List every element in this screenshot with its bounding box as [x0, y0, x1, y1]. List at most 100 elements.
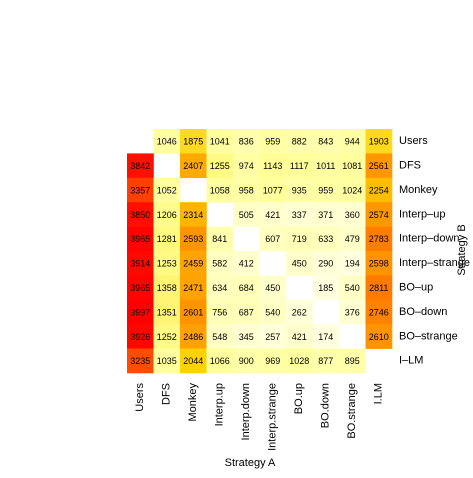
- cell-label: 174: [318, 332, 333, 342]
- cell: [180, 324, 207, 349]
- cell-label: 2044: [183, 356, 203, 366]
- cell: [180, 251, 207, 276]
- cell: [180, 348, 207, 374]
- cell-label: 687: [239, 307, 254, 317]
- cell-label: 1281: [157, 234, 177, 244]
- y-tick-label: BO–down: [399, 306, 447, 318]
- cell-label: 3842: [130, 161, 150, 171]
- cell-label: 836: [239, 137, 254, 147]
- cell-label: 1255: [210, 161, 230, 171]
- cell: [153, 275, 181, 301]
- cell: [233, 299, 260, 325]
- cell-label: 877: [318, 356, 333, 366]
- cell-label: 3914: [130, 259, 150, 269]
- cell-label: 2574: [369, 210, 389, 220]
- cell: [339, 153, 366, 179]
- cell: [365, 129, 393, 154]
- cell: [153, 299, 181, 325]
- x-tick-label: Interp.up: [214, 383, 226, 426]
- cell: [286, 153, 313, 179]
- cell: [339, 129, 366, 154]
- cell-label: 548: [212, 332, 227, 342]
- cell-label: 607: [265, 234, 280, 244]
- cell: [312, 251, 340, 276]
- x-tick-label: BO.up: [293, 383, 305, 414]
- cell-label: 634: [212, 283, 227, 293]
- cell-label: 540: [265, 307, 280, 317]
- cell: [286, 299, 313, 325]
- cell: [127, 348, 154, 374]
- cell-label: 2746: [369, 307, 389, 317]
- cell: [339, 226, 366, 252]
- cell: [312, 275, 340, 301]
- cell: [312, 177, 340, 203]
- cell: [259, 275, 287, 301]
- cell: [339, 251, 366, 276]
- cell: [153, 251, 181, 276]
- cell-label: 843: [318, 137, 333, 147]
- cell-label: 1011: [316, 161, 335, 171]
- cell-label: 935: [292, 185, 307, 195]
- cell: [206, 275, 234, 301]
- cell: [127, 226, 154, 252]
- cell: [180, 153, 207, 179]
- cell-label: 3997: [130, 307, 150, 317]
- cell-label: 1358: [157, 283, 177, 293]
- cell: [312, 153, 340, 179]
- cell-label: 290: [318, 259, 333, 269]
- cell: [206, 129, 234, 154]
- y-tick-label: I–LM: [399, 355, 423, 367]
- cell: [127, 324, 154, 349]
- cell-label: 185: [318, 283, 333, 293]
- cell: [153, 324, 181, 349]
- cell-label: 450: [292, 259, 307, 269]
- cell-label: 421: [292, 332, 307, 342]
- cell: [312, 348, 340, 374]
- cell-label: 371: [318, 210, 333, 220]
- cell-label: 895: [345, 356, 360, 366]
- cell-label: 1077: [263, 185, 283, 195]
- cell: [259, 226, 287, 252]
- cell: [153, 348, 181, 374]
- y-tick-label: Monkey: [399, 184, 438, 196]
- cell-label: 2561: [369, 161, 389, 171]
- cell-label: 376: [345, 307, 360, 317]
- cell: [127, 202, 154, 227]
- cell-label: 882: [292, 137, 307, 147]
- cell-label: 194: [345, 259, 360, 269]
- cell-label: 1875: [183, 137, 203, 147]
- cell: [153, 129, 181, 154]
- cell: [153, 226, 181, 252]
- cell-label: 633: [318, 234, 333, 244]
- cell: [153, 177, 181, 203]
- cell-label: 684: [239, 283, 254, 293]
- cell-label: 345: [239, 332, 254, 342]
- cell-label: 944: [345, 137, 360, 147]
- cell-label: 2486: [183, 332, 203, 342]
- x-tick-label: BO.strange: [346, 383, 358, 439]
- cell: [180, 129, 207, 154]
- cell-label: 900: [239, 356, 254, 366]
- cell-label: 969: [265, 356, 280, 366]
- cell-label: 2598: [369, 259, 389, 269]
- cell: [365, 202, 393, 227]
- cell-label: 719: [292, 234, 307, 244]
- cell: [286, 348, 313, 374]
- cell: [180, 226, 207, 252]
- cell-label: 2783: [369, 234, 389, 244]
- cell: [127, 299, 154, 325]
- cell-label: 2811: [369, 283, 388, 293]
- cell: [259, 348, 287, 374]
- cell: [153, 202, 181, 227]
- y-tick-label: Interp–down: [399, 233, 460, 245]
- cell-label: 2314: [183, 210, 203, 220]
- y-tick-label: DFS: [399, 160, 421, 172]
- cell: [206, 177, 234, 203]
- cell-label: 3357: [130, 185, 150, 195]
- cell: [365, 226, 393, 252]
- cell: [339, 177, 366, 203]
- cell-label: 2471: [183, 283, 203, 293]
- cell: [286, 177, 313, 203]
- cell: [312, 324, 340, 349]
